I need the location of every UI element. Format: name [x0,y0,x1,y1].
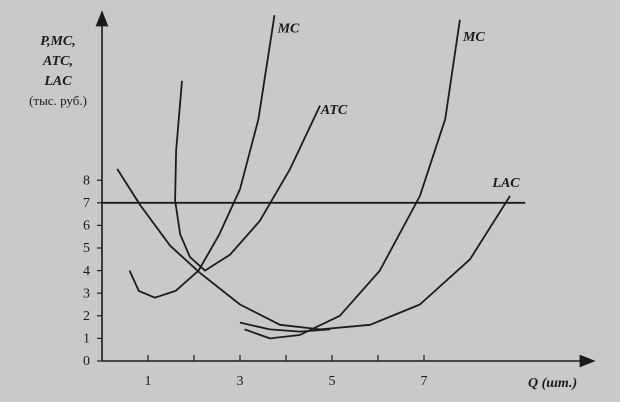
y-tick-label: 5 [83,241,90,256]
x-axis-label: Q (шт.) [528,376,577,391]
y-tick-label: 0 [83,354,90,369]
x-tick-label: 7 [421,374,428,389]
curve [116,168,511,331]
y-tick-label: 1 [83,332,90,347]
curve [239,321,331,333]
y-tick-label: 7 [83,196,90,211]
y-axis-label: P,MC, [40,34,76,49]
y-tick-label: 2 [83,309,90,324]
y-tick-label: 8 [83,173,90,188]
curve [244,19,461,340]
curve [128,15,276,299]
curve-label: MC [277,21,300,36]
y-axis-label: (тыс. руб.) [29,93,87,108]
y-tick-label: 6 [83,219,90,234]
y-axis-label: ATC, [42,54,73,69]
y-tick-label: 4 [83,264,90,279]
x-tick-label: 5 [329,374,336,389]
y-tick-label: 3 [83,286,90,301]
curve-label: MC [462,30,485,45]
x-tick-label: 1 [145,374,152,389]
y-axis-label: LAC [43,74,72,89]
x-tick-label: 3 [237,374,244,389]
curve [174,80,321,272]
curve-label: LAC [491,176,520,191]
curve-label: ATC [320,103,348,118]
